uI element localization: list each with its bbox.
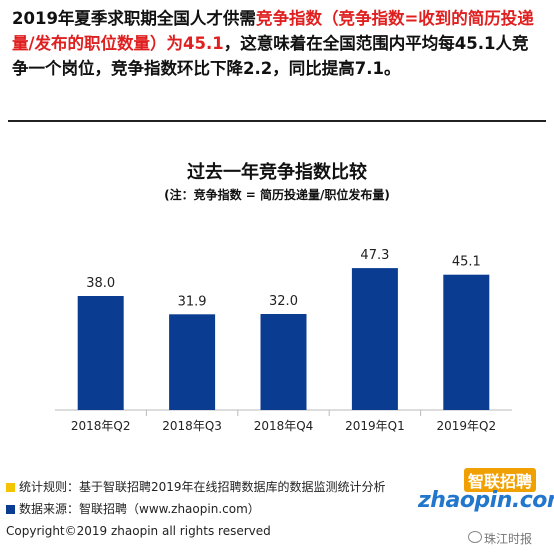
divider-line [8, 120, 546, 122]
bar-2 [260, 314, 307, 410]
intro-part1: 2019年夏季求职期全国人才供需 [12, 9, 256, 28]
bar-1 [169, 314, 216, 410]
bar-4 [443, 274, 490, 410]
footer-line-1: 统计规则：基于智联招聘2019年在线招聘数据库的数据监测统计分析 [19, 480, 386, 494]
category-label-0: 2018年Q2 [71, 419, 131, 433]
bar-3 [351, 268, 398, 410]
category-label-1: 2018年Q3 [162, 419, 222, 433]
footer-rule: 统计规则：基于智联招聘2019年在线招聘数据库的数据监测统计分析 [6, 478, 386, 495]
chart-subtitle: (注：竞争指数 = 简历投递量/职位发布量) [164, 188, 390, 202]
zhaopin-logo: 智联招聘 zhaopin.com [418, 468, 554, 520]
footer-line-2: 数据来源：智联招聘（www.zhaopin.com） [19, 502, 260, 516]
category-label-2: 2018年Q4 [254, 419, 314, 433]
intro-text: 2019年夏季求职期全国人才供需竞争指数（竞争指数=收到的简历投递量/发布的职位… [12, 6, 542, 81]
bar-0 [77, 296, 124, 410]
intro-highlight: 竞争指数（竞争指数=收到的简历投递量/发布的职位数量）为45.1 [12, 9, 534, 53]
logo-en-text: zhaopin.com [418, 488, 554, 513]
yellow-marker [6, 483, 15, 492]
intro-part3: ，这意味着在全国范围内平均每45.1人竞争一个岗位，竞争指数环比下降2.2，同比… [12, 34, 529, 78]
footer-copyright: Copyright©2019 zhaopin all rights reserv… [6, 524, 271, 538]
blue-marker [6, 505, 15, 514]
logo-cn-text: 智联招聘 [463, 468, 536, 492]
value-label-4: 45.1 [452, 255, 481, 270]
category-label-4: 2019年Q2 [436, 419, 496, 433]
watermark-text: 珠江时报 [484, 532, 533, 546]
value-label-1: 31.9 [178, 294, 207, 309]
value-label-2: 32.0 [269, 294, 298, 309]
chart-title: 过去一年竞争指数比较 [187, 162, 367, 183]
bar-chart: 38.0 2018年Q2 31.9 2018年Q3 32.0 2018年Q4 47.3 201… [55, 248, 512, 433]
wechat-icon [468, 531, 482, 543]
footer-source: 数据来源：智联招聘（www.zhaopin.com） [6, 500, 260, 517]
value-label-3: 47.3 [360, 248, 389, 263]
value-label-0: 38.0 [86, 276, 115, 291]
category-label-3: 2019年Q1 [345, 419, 405, 433]
